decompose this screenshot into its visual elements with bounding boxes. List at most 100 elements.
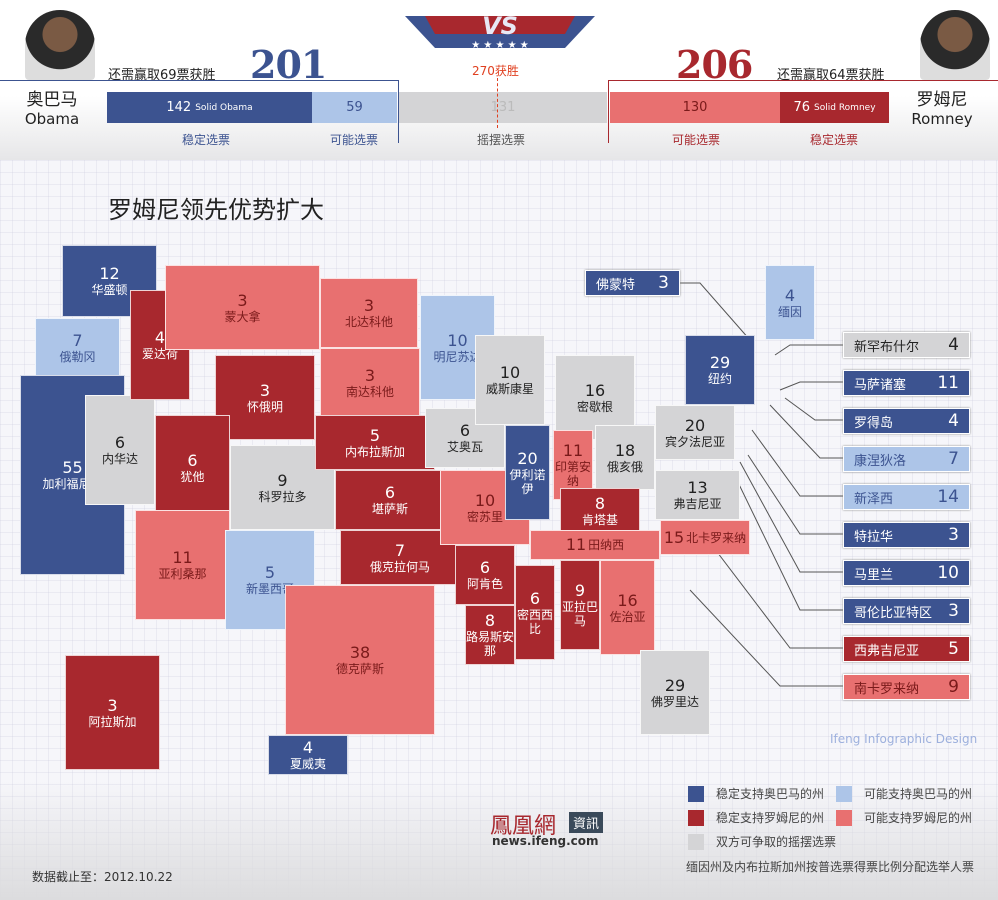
state-22: 10 威斯康星 — [475, 335, 545, 425]
obama-solid-caption: 稳定选票 — [182, 133, 231, 147]
legend-label: 可能支持罗姆尼的州 — [864, 811, 973, 825]
state-votes: 6 — [114, 433, 126, 452]
state-votes: 18 — [614, 440, 636, 460]
state-38: 3 阿拉斯加 — [65, 655, 160, 770]
state-name: 俄亥俄 — [606, 459, 643, 474]
logo-tag: 資訊 — [569, 812, 604, 833]
legend-note: 缅因州及内布拉斯加州按普选票得票比例分配选举人票 — [686, 860, 975, 874]
state-name: 怀俄明 — [246, 399, 283, 414]
legend-label: 稳定支持罗姆尼的州 — [716, 811, 825, 825]
state-votes: 11 — [562, 441, 584, 460]
state-32: 29 佛罗里达 — [640, 650, 710, 735]
state-votes: 6 — [479, 558, 491, 577]
callout-votes: 3 — [658, 273, 669, 293]
callout-votes: 10 — [937, 563, 959, 583]
state-name: 纽约 — [707, 372, 732, 386]
state-votes: 10 — [474, 490, 496, 510]
state-name: 内布拉斯加 — [344, 444, 405, 459]
state-name: 印第安纳 — [554, 460, 591, 488]
state-name: 伊利诺伊 — [509, 467, 546, 496]
state-name: 路易斯安那 — [466, 630, 515, 658]
state-votes: 6 — [529, 588, 541, 608]
obama-total: 201 — [250, 42, 327, 87]
state-name: 爱达荷 — [141, 347, 178, 361]
callout-state: 康涅狄洛 7 — [843, 446, 970, 472]
state-name: 北卡罗来纳 — [686, 530, 747, 545]
callout-name: 南卡罗来纳 — [854, 681, 920, 697]
romney-lean-caption: 可能选票 — [672, 133, 721, 147]
callout-votes: 3 — [948, 601, 959, 621]
callout-state: 哥伦比亚特区 3 — [843, 598, 970, 624]
obama-name: 奥巴马 Obama — [12, 91, 92, 129]
callout-name: 马萨诸塞 — [854, 377, 907, 393]
state-votes: 7 — [72, 331, 83, 350]
state-31: 16 佐治亚 — [600, 560, 655, 655]
state-votes: 29 — [664, 675, 686, 695]
state-9: 11 亚利桑那 — [135, 510, 230, 620]
callout-name: 新罕布什尔 — [854, 339, 920, 355]
state-name: 内华达 — [101, 452, 138, 466]
obama-lean-caption: 可能选票 — [330, 133, 379, 147]
to-win-label: 270获胜 — [472, 64, 519, 78]
callout-votes: 14 — [937, 487, 959, 507]
threshold-line — [497, 78, 498, 128]
state-votes: 16 — [584, 380, 606, 400]
state-votes: 29 — [709, 353, 731, 372]
callout-name: 西弗吉尼亚 — [854, 643, 920, 659]
romney-need: 还需赢取64票获胜 — [777, 68, 885, 83]
state-votes: 3 — [259, 380, 271, 400]
state-name: 密西西比 — [516, 607, 553, 636]
obama-solid-label: Solid Obama — [195, 102, 253, 113]
state-votes: 3 — [363, 296, 375, 315]
state-votes: 11 — [172, 548, 193, 567]
obama-lean-value: 59 — [346, 100, 363, 115]
state-39: 4 夏威夷 — [268, 735, 348, 775]
romney-solid-label: Solid Romney — [814, 102, 876, 113]
obama-need: 还需赢取69票获胜 — [108, 68, 216, 83]
legend-swatch — [836, 809, 852, 826]
callout-votes: 7 — [948, 449, 959, 469]
state-votes: 4 — [154, 328, 166, 347]
state-name: 新墨西哥 — [245, 582, 294, 596]
obama-solid-bar: 142 Solid Obama — [107, 92, 312, 123]
state-26: 18 俄亥俄 — [595, 425, 655, 490]
state-votes: 16 — [617, 590, 638, 610]
state-votes: 8 — [484, 611, 496, 630]
vs-emblem: VS ★ ★ ★ ★ ★ — [405, 12, 595, 51]
callout-state: 西弗吉尼亚 5 — [843, 636, 970, 662]
state-name: 北达科他 — [344, 315, 393, 329]
legend-item: 可能支持罗姆尼的州 — [836, 809, 972, 826]
state-name: 亚拉巴马 — [561, 600, 598, 628]
state-name: 犹他 — [180, 469, 205, 484]
callout-state: 马里兰 10 — [843, 560, 970, 586]
state-votes: 5 — [369, 425, 381, 445]
state-votes: 3 — [107, 695, 118, 715]
state-votes: 6 — [384, 483, 396, 502]
romney-name-en: Romney — [911, 110, 973, 128]
state-28: 11 田纳西 — [530, 530, 660, 560]
state-votes: 55 — [62, 458, 83, 477]
legend-item: 双方可争取的摇摆选票 — [688, 833, 836, 850]
map-title: 罗姆尼领先优势扩大 — [108, 196, 324, 224]
state-votes: 10 — [499, 363, 521, 382]
callout-votes: 4 — [948, 411, 959, 431]
callout-name: 罗得岛 — [854, 415, 894, 431]
design-credit: Ifeng Infographic Design — [830, 732, 978, 746]
legend-swatch — [836, 785, 852, 802]
state-21: 8 路易斯安那 — [465, 605, 515, 665]
romney-bracket — [608, 80, 998, 143]
state-13: 5 内布拉斯加 — [315, 415, 435, 470]
callout-state: 罗得岛 4 — [843, 408, 970, 434]
state-votes: 3 — [237, 290, 248, 310]
obama-photo — [25, 10, 95, 80]
callout-name: 特拉华 — [854, 529, 894, 545]
romney-total: 206 — [676, 42, 753, 87]
state-30: 9 亚拉巴马 — [560, 560, 600, 650]
state-votes: 9 — [277, 470, 288, 490]
romney-name-cn: 罗姆尼 — [916, 90, 968, 110]
state-votes: 20 — [684, 415, 706, 435]
state-name: 明尼苏达 — [433, 349, 482, 364]
state-votes: 6 — [459, 421, 471, 440]
state-name: 堪萨斯 — [371, 502, 408, 516]
state-votes: 8 — [594, 493, 606, 513]
